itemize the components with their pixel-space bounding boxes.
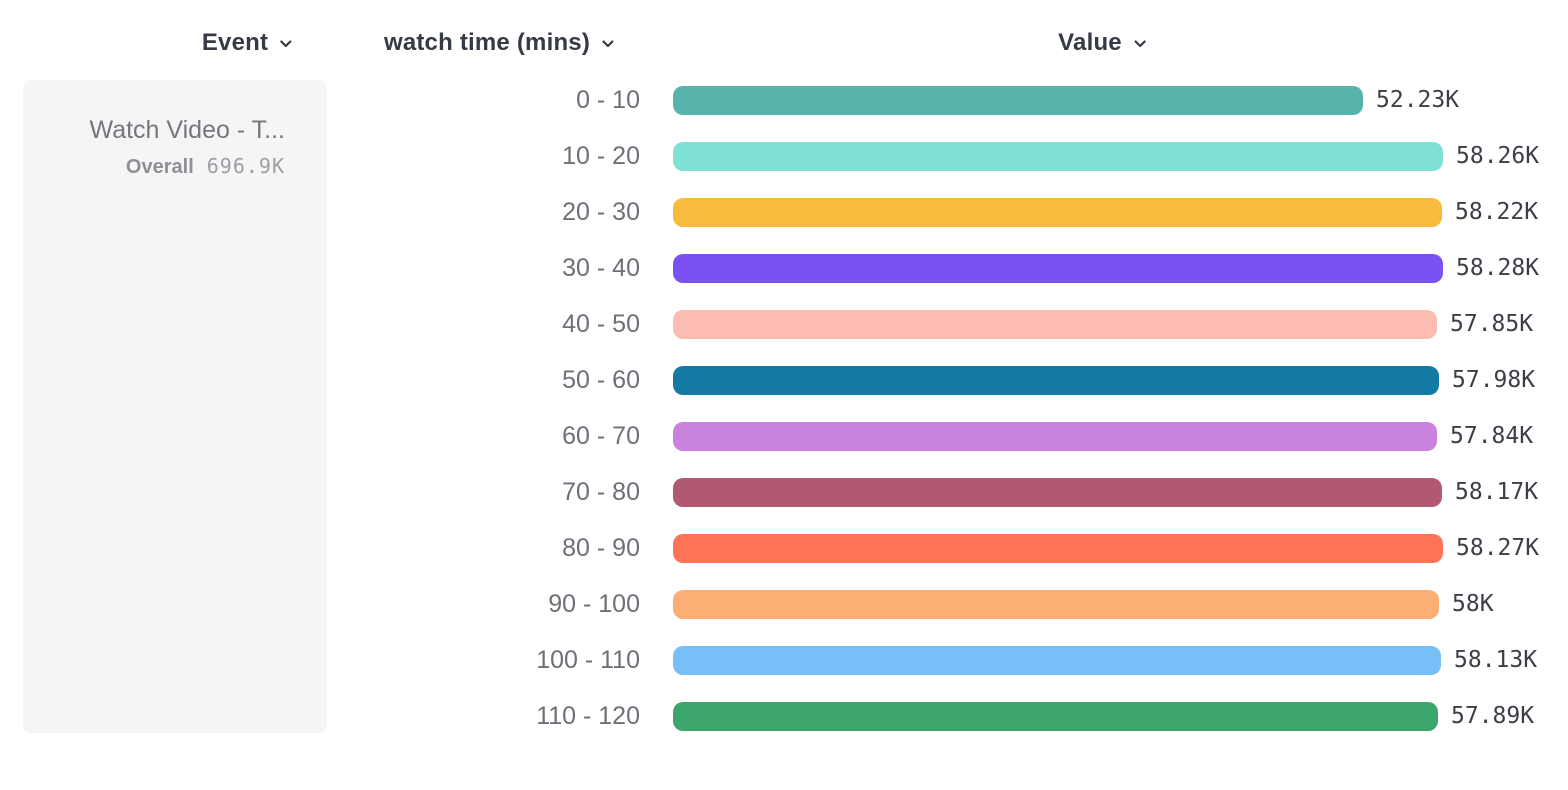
chevron-down-icon — [1132, 31, 1148, 59]
bar-value-label: 52.23K — [1376, 87, 1460, 113]
chevron-down-icon — [278, 31, 294, 59]
bar[interactable] — [673, 365, 1439, 395]
bar-row-label: 20 - 30 — [562, 197, 640, 226]
bar-row: 30 - 40 58.28K — [0, 240, 1568, 296]
chevron-down-icon — [600, 31, 616, 59]
bar-row-label: 70 - 80 — [562, 477, 640, 506]
bar[interactable] — [673, 589, 1439, 619]
bar-row: 70 - 80 58.17K — [0, 464, 1568, 520]
bar-value-label: 57.85K — [1450, 311, 1534, 337]
bar-value-label: 58K — [1452, 591, 1494, 617]
bar-row-label: 50 - 60 — [562, 365, 640, 394]
bar-value-label: 57.84K — [1450, 423, 1534, 449]
column-header-value[interactable]: Value — [1058, 27, 1148, 59]
bar-row-label: 30 - 40 — [562, 253, 640, 282]
column-header-event[interactable]: Event — [202, 27, 294, 59]
bar-row-label: 40 - 50 — [562, 309, 640, 338]
bar-row: 110 - 120 57.89K — [0, 688, 1568, 744]
bar-value-label: 57.98K — [1452, 367, 1536, 393]
bar[interactable] — [673, 253, 1443, 283]
event-panel: Watch Video - T... Overall 696.9K — [23, 80, 327, 733]
bar-row: 40 - 50 57.85K — [0, 296, 1568, 352]
bar[interactable] — [673, 533, 1443, 563]
bar[interactable] — [673, 701, 1438, 731]
bar-row-label: 80 - 90 — [562, 533, 640, 562]
column-header-value-label: Value — [1058, 29, 1122, 56]
column-header-breakdown-label: watch time (mins) — [383, 29, 591, 56]
overall-value: 696.9K — [206, 154, 285, 178]
bar-row-label: 60 - 70 — [562, 421, 640, 450]
bar-row: 90 - 100 58K — [0, 576, 1568, 632]
bar-row: 0 - 10 52.23K — [0, 72, 1568, 128]
bar-row: 10 - 20 58.26K — [0, 128, 1568, 184]
bar-value-label: 58.26K — [1456, 143, 1540, 169]
column-header-event-label: Event — [201, 29, 269, 56]
bar-value-label: 57.89K — [1451, 703, 1535, 729]
bar[interactable] — [673, 197, 1442, 227]
bar-value-label: 58.17K — [1455, 479, 1539, 505]
bar-row: 20 - 30 58.22K — [0, 184, 1568, 240]
bar-value-label: 58.28K — [1456, 255, 1540, 281]
event-title[interactable]: Watch Video - T... — [89, 116, 285, 144]
bar[interactable] — [673, 477, 1442, 507]
event-overall-row: Overall 696.9K — [23, 154, 285, 179]
bar-chart: 0 - 10 52.23K 10 - 20 58.26K 20 - 30 58.… — [0, 72, 1568, 744]
bar-row-label: 100 - 110 — [536, 645, 640, 674]
bar-row: 80 - 90 58.27K — [0, 520, 1568, 576]
bar-value-label: 58.22K — [1455, 199, 1539, 225]
bar-row: 60 - 70 57.84K — [0, 408, 1568, 464]
bar-row: 50 - 60 57.98K — [0, 352, 1568, 408]
bar-value-label: 58.13K — [1454, 647, 1538, 673]
column-header-breakdown[interactable]: watch time (mins) — [384, 27, 616, 59]
overall-label: Overall — [125, 156, 194, 178]
bar[interactable] — [673, 141, 1443, 171]
bar-row-label: 90 - 100 — [548, 589, 640, 618]
bar[interactable] — [673, 85, 1363, 115]
bar-row-label: 0 - 10 — [576, 85, 640, 114]
bar[interactable] — [673, 309, 1437, 339]
bar[interactable] — [673, 645, 1441, 675]
bar[interactable] — [673, 421, 1437, 451]
bar-row-label: 10 - 20 — [562, 141, 640, 170]
bar-value-label: 58.27K — [1456, 535, 1540, 561]
bar-row-label: 110 - 120 — [536, 701, 640, 730]
bar-row: 100 - 110 58.13K — [0, 632, 1568, 688]
